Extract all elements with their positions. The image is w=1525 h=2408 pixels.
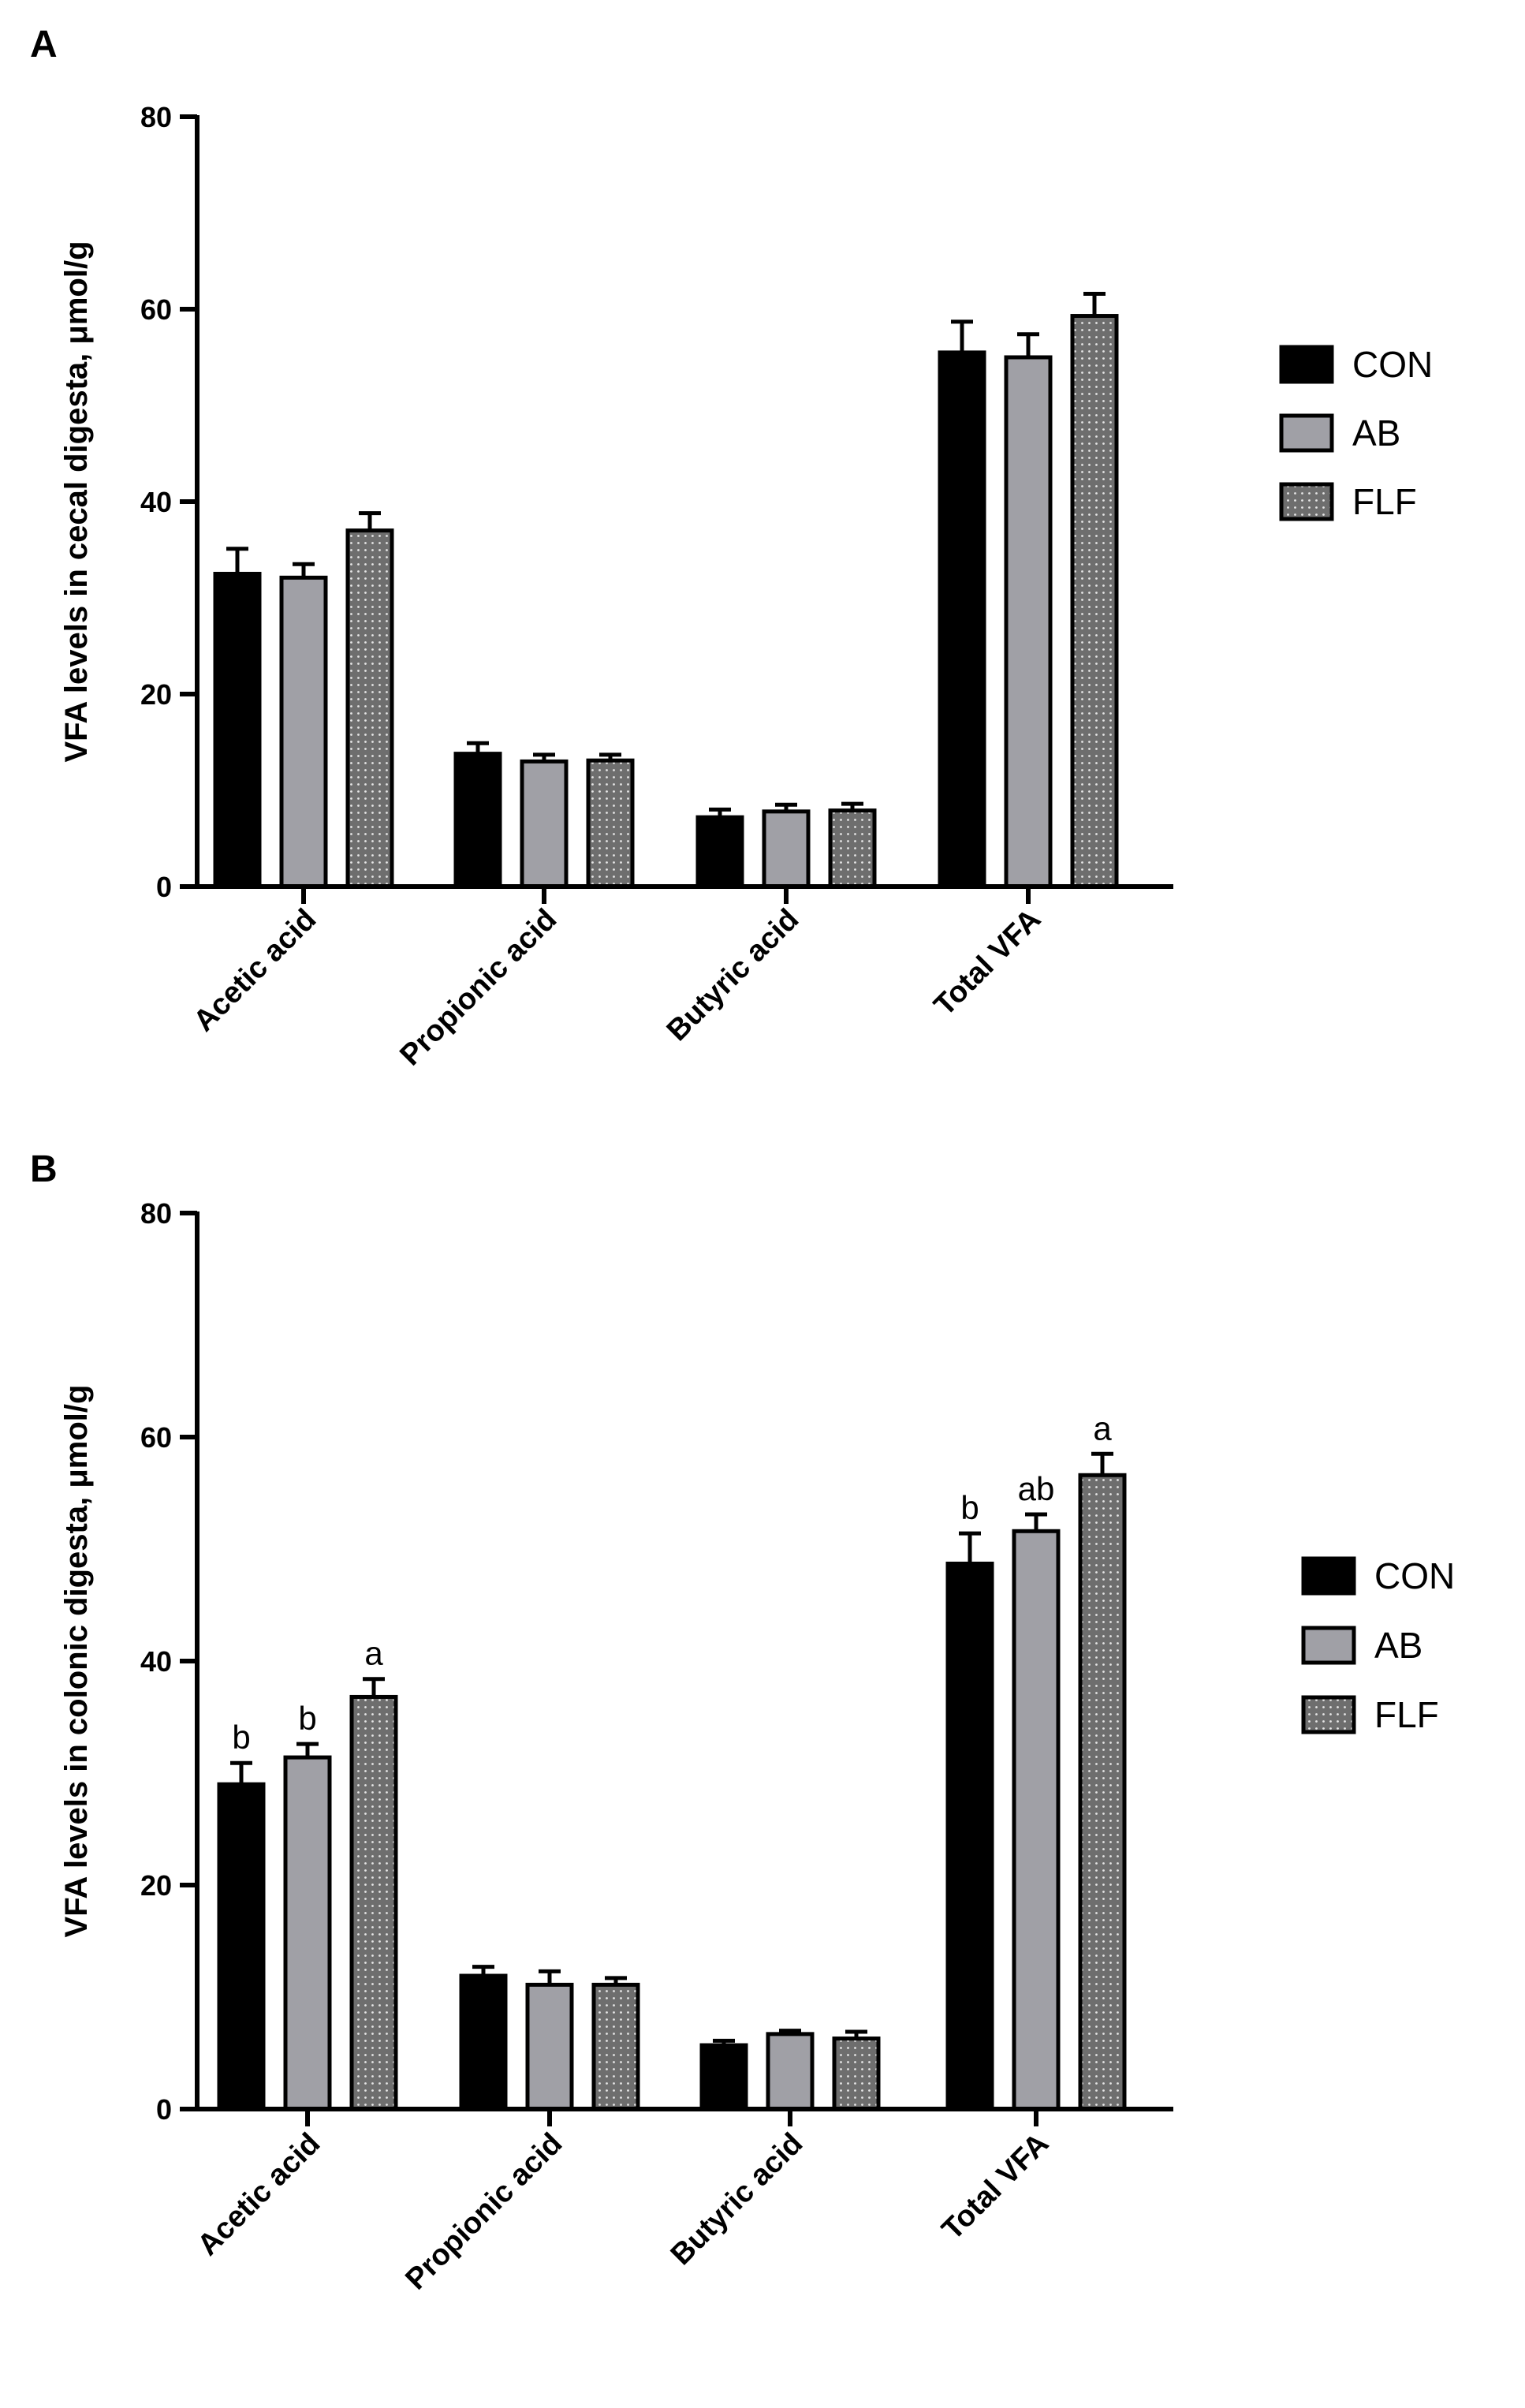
- bar: [213, 572, 262, 889]
- significance-letter: a: [364, 1635, 383, 1672]
- legend-label: FLF: [1352, 481, 1417, 522]
- bar: [832, 2037, 881, 2111]
- y-axis-title: VFA levels in colonic digesta, μmol/g: [59, 1385, 94, 1938]
- legend-label: FLF: [1374, 1694, 1439, 1735]
- y-tick-label: 20: [140, 678, 172, 711]
- legend-swatch: [1279, 482, 1334, 521]
- y-tick-label: 60: [140, 1421, 172, 1454]
- significance-letter: ab: [1018, 1470, 1055, 1507]
- x-category-label: Propionic acid: [399, 2127, 569, 2297]
- bar: [945, 1561, 994, 2111]
- y-tick-label: 40: [140, 486, 172, 518]
- y-tick-label: 40: [140, 1645, 172, 1678]
- bar: [1012, 1529, 1061, 2111]
- panel-b-chart: B VFA levels in colonic digesta, μmol/g b b…: [30, 1148, 1455, 2296]
- bar: [828, 808, 877, 889]
- legend-swatch: [1279, 345, 1334, 384]
- panel-label: A: [30, 24, 58, 65]
- x-category-label: Total VFA: [928, 903, 1048, 1023]
- bar: [279, 575, 328, 889]
- bar: [591, 1982, 640, 2111]
- y-axis-title: VFA levels in cecal digesta, μmol/g: [59, 241, 94, 762]
- legend-swatch: [1301, 1556, 1356, 1596]
- bar: [345, 528, 394, 889]
- panel-label: B: [30, 1148, 58, 1190]
- bar: [586, 758, 635, 889]
- significance-letter: b: [960, 1489, 979, 1526]
- bar: [459, 1973, 508, 2111]
- y-tick-label: 80: [140, 1197, 172, 1230]
- bar: [453, 752, 502, 889]
- x-category-label: Butyric acid: [665, 2127, 810, 2272]
- legend-swatch: [1279, 413, 1334, 453]
- y-tick-label: 0: [156, 2093, 172, 2126]
- bar: [938, 350, 986, 889]
- bar: [525, 1982, 574, 2111]
- bar: [695, 815, 744, 889]
- y-tick-label: 20: [140, 1869, 172, 1902]
- x-category-label: Propionic acid: [393, 903, 563, 1073]
- legend-label: AB: [1352, 413, 1400, 454]
- bar: [283, 1755, 332, 2111]
- x-category-label: Total VFA: [936, 2127, 1056, 2247]
- bar: [1070, 314, 1119, 889]
- y-tick-label: 0: [156, 871, 172, 903]
- y-tick-label: 80: [140, 101, 172, 133]
- bar: [1078, 1473, 1127, 2111]
- significance-letter: a: [1093, 1409, 1112, 1447]
- bar: [766, 2032, 815, 2111]
- bar: [349, 1694, 398, 2111]
- legend-swatch: [1301, 1695, 1356, 1734]
- y-tick-label: 60: [140, 293, 172, 326]
- bar: [217, 1782, 266, 2111]
- bar: [762, 809, 811, 889]
- legend-label: CON: [1352, 344, 1433, 385]
- bar: [520, 759, 569, 889]
- legend-label: AB: [1374, 1625, 1422, 1666]
- bar: [1004, 355, 1053, 889]
- x-category-label: Butyric acid: [661, 903, 806, 1048]
- legend-swatch: [1301, 1626, 1356, 1665]
- legend-label: CON: [1374, 1555, 1455, 1596]
- x-category-label: Acetic acid: [192, 2127, 327, 2263]
- bar: [699, 2043, 748, 2111]
- significance-letter: b: [298, 1700, 316, 1737]
- panel-a-chart: A VFA levels in cecal digesta, μmol/g 0 20 4…: [30, 24, 1433, 1072]
- significance-letter: b: [232, 1719, 250, 1756]
- x-category-label: Acetic acid: [188, 903, 323, 1039]
